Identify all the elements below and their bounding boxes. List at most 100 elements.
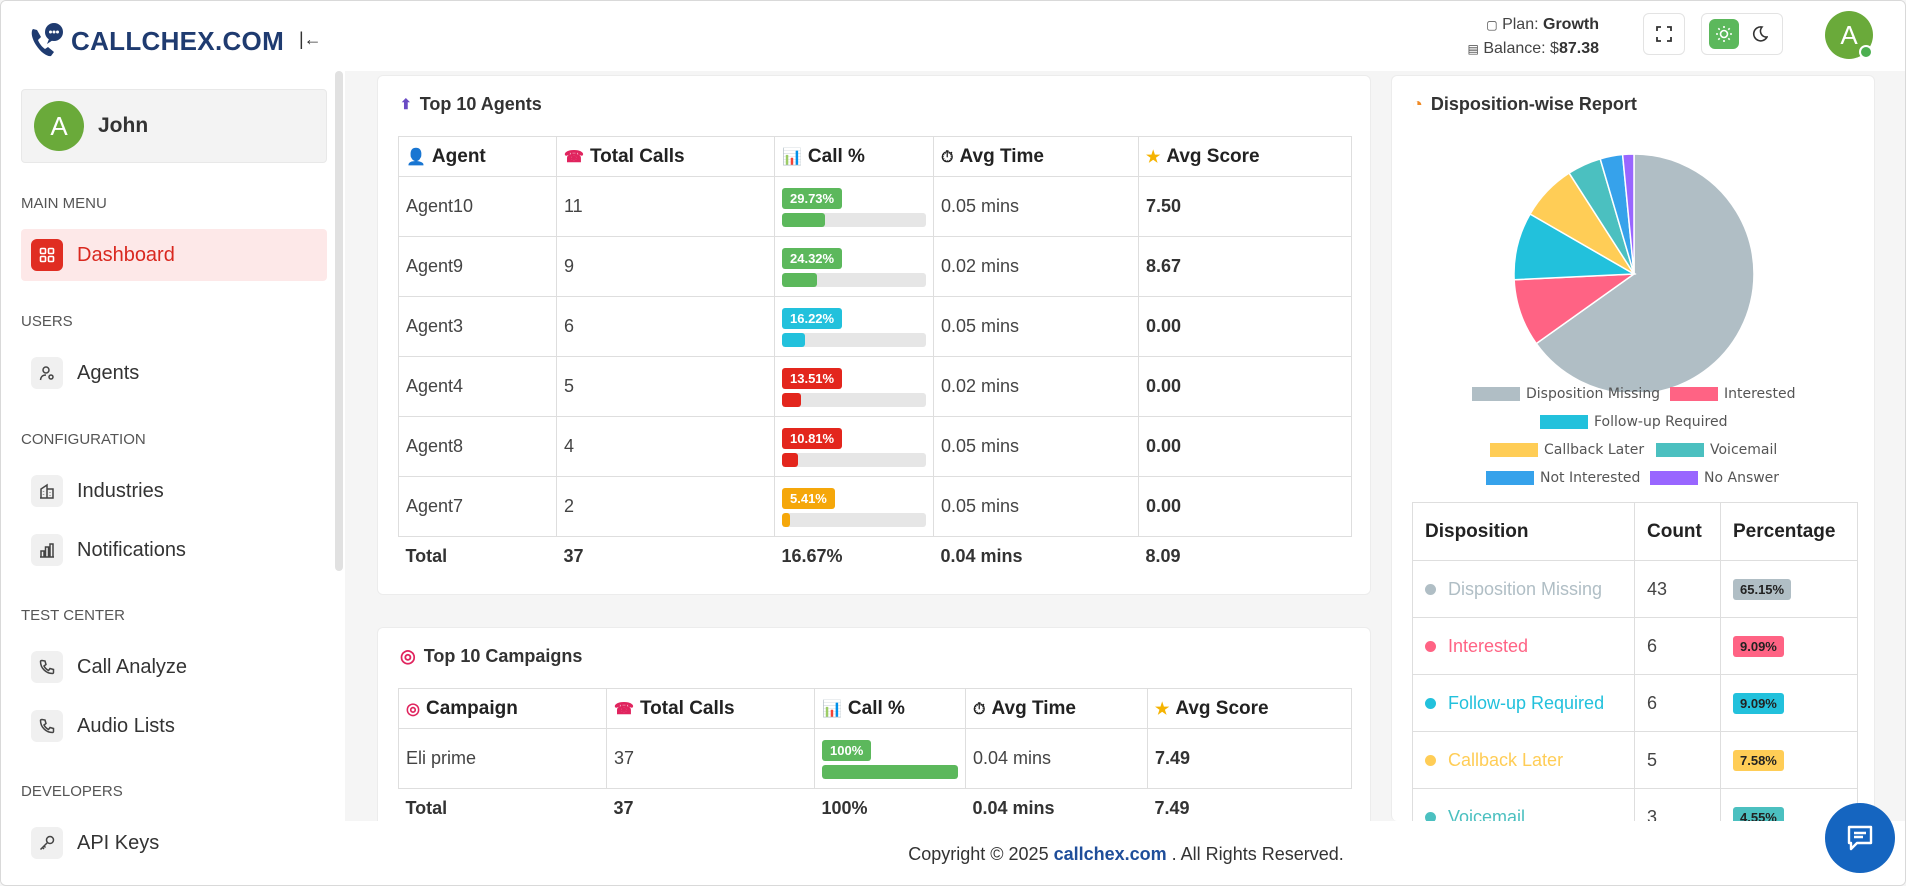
column-header[interactable]: ☎ Total Calls xyxy=(556,136,775,177)
sidebar-item-label: API Keys xyxy=(77,831,160,854)
column-header[interactable]: 📊 Call % xyxy=(774,136,934,177)
light-mode-button[interactable] xyxy=(1709,19,1739,49)
phone-icon xyxy=(31,651,63,683)
legend-item[interactable]: No Answer xyxy=(1650,470,1779,486)
pct-badge: 9.09% xyxy=(1733,636,1784,657)
percentage-cell: 65.15% xyxy=(1720,560,1858,618)
column-header[interactable]: Disposition xyxy=(1412,502,1635,561)
sidebar-item-label: Notifications xyxy=(77,538,186,561)
disposition-pie-chart xyxy=(1513,153,1755,392)
stopwatch-icon: ⏱ xyxy=(941,148,954,166)
sidebar-scrollbar[interactable] xyxy=(335,71,343,571)
progress-track xyxy=(782,332,926,347)
total-label: Total xyxy=(405,546,448,567)
avg-time: 0.05 mins xyxy=(933,176,1139,237)
pie-slice-disposition-missing[interactable] xyxy=(1535,153,1755,392)
legend-item[interactable]: Disposition Missing xyxy=(1472,386,1660,402)
disposition-name: Voicemail xyxy=(1448,806,1526,822)
pct-badge: 29.73% xyxy=(782,187,843,209)
balance-currency: $ xyxy=(1550,40,1559,57)
legend-swatch xyxy=(1490,443,1538,457)
column-header[interactable]: 👤 Agent xyxy=(398,136,557,177)
star-icon: ★ xyxy=(1146,148,1161,166)
call-pct-cell: 16.22% xyxy=(774,296,934,357)
avg-time: 0.05 mins xyxy=(933,296,1139,357)
column-header[interactable]: ⏱ Avg Time xyxy=(933,136,1139,177)
user-gear-icon xyxy=(31,357,63,389)
balance-label: Balance: xyxy=(1483,40,1546,57)
legend-item[interactable]: Callback Later xyxy=(1490,442,1644,458)
column-header[interactable]: ★ Avg Score xyxy=(1138,136,1352,177)
table-row: Agent8 4 10.81% 0.05 mins 0.00 xyxy=(398,416,1352,477)
chart-icon: 📊 xyxy=(822,700,842,718)
column-header[interactable]: 📊 Call % xyxy=(814,688,966,729)
progress-fill xyxy=(782,212,825,227)
collapse-sidebar-icon[interactable]: |← xyxy=(299,29,322,49)
pct-badge: 9.09% xyxy=(1733,693,1784,714)
online-status-dot xyxy=(1859,45,1873,59)
pct-badge: 24.32% xyxy=(782,247,843,269)
percentage-cell: 7.58% xyxy=(1720,731,1858,789)
sidebar-item-dashboard[interactable]: Dashboard xyxy=(21,229,327,281)
sidebar-item-api-keys[interactable]: API Keys xyxy=(21,817,327,869)
column-header[interactable]: ☎ Total Calls xyxy=(606,688,815,729)
agent-name: Agent9 xyxy=(398,236,557,297)
moon-icon xyxy=(1752,26,1768,42)
column-header[interactable]: Percentage xyxy=(1720,502,1858,561)
agents-table: 👤 Agent ☎ Total Calls 📊 Call % ⏱ Avg Time ★ A… xyxy=(398,136,1352,577)
legend-item[interactable]: Interested xyxy=(1670,386,1795,402)
table-row: Agent9 9 24.32% 0.02 mins 8.67 xyxy=(398,236,1352,297)
sidebar-user-card[interactable]: A John xyxy=(21,89,327,163)
avg-time: 0.02 mins xyxy=(933,236,1139,297)
brand-logo[interactable]: CALLCHEX.COM xyxy=(27,21,284,61)
phone-chat-icon xyxy=(31,23,63,57)
legend-item[interactable]: Follow-up Required xyxy=(1540,414,1728,430)
top-icon: ⬆ xyxy=(400,96,412,112)
sidebar-item-notifications[interactable]: Notifications xyxy=(21,524,327,576)
footer-link[interactable]: callchex.com xyxy=(1053,844,1167,864)
sidebar-item-call-analyze[interactable]: Call Analyze xyxy=(21,641,327,693)
total-row: Total 37 100% 0.04 mins 7.49 xyxy=(399,789,1352,829)
sidebar-item-audio-lists[interactable]: Audio Lists xyxy=(21,700,327,752)
progress-track xyxy=(782,212,926,227)
fullscreen-button[interactable] xyxy=(1643,13,1685,55)
section-test-center: TEST CENTER xyxy=(21,607,125,624)
legend-item[interactable]: Not Interested xyxy=(1486,470,1640,486)
theme-toggle xyxy=(1701,13,1783,55)
pct-badge: 4.55% xyxy=(1733,807,1784,821)
avg-time: 0.02 mins xyxy=(933,356,1139,417)
column-header[interactable]: Count xyxy=(1634,502,1721,561)
call-pct-cell: 24.32% xyxy=(774,236,934,297)
disposition-name: Disposition Missing xyxy=(1448,578,1603,599)
agent-icon: 👤 xyxy=(406,148,426,166)
fullscreen-icon xyxy=(1656,26,1672,42)
total-score: 7.49 xyxy=(1154,798,1190,819)
sidebar-item-agents[interactable]: Agents xyxy=(21,347,327,399)
status-dot xyxy=(1425,584,1436,596)
column-header[interactable]: ⏱ Avg Time xyxy=(965,688,1148,729)
legend-swatch xyxy=(1540,415,1588,429)
dark-mode-button[interactable] xyxy=(1745,19,1775,49)
total-pct: 100% xyxy=(821,798,868,819)
top-campaigns-card: ◎ Top 10 Campaigns ◎ Campaign ☎ Total Call… xyxy=(377,627,1371,827)
pie-slice-no-answer[interactable] xyxy=(1621,153,1635,275)
chart-icon: 📊 xyxy=(782,148,802,166)
disposition-count: 5 xyxy=(1634,731,1721,789)
column-header[interactable]: ★ Avg Score xyxy=(1147,688,1352,729)
table-row: Agent3 6 16.22% 0.05 mins 0.00 xyxy=(398,296,1352,357)
disposition-cell: Callback Later xyxy=(1412,731,1635,789)
progress-track xyxy=(782,272,926,287)
card-title: ◎ Top 10 Campaigns xyxy=(400,646,583,666)
disposition-count: 3 xyxy=(1634,788,1721,821)
chat-support-button[interactable] xyxy=(1825,803,1895,873)
total-score: 8.09 xyxy=(1145,546,1181,567)
column-header[interactable]: ◎ Campaign xyxy=(398,688,607,729)
brand-name: CALLCHEX.COM xyxy=(71,25,285,56)
section-main-menu: MAIN MENU xyxy=(21,195,107,212)
balance-value: 87.38 xyxy=(1558,40,1599,57)
avg-score: 0.00 xyxy=(1138,416,1352,477)
avg-score: 0.00 xyxy=(1138,356,1352,417)
sidebar-item-industries[interactable]: Industries xyxy=(21,465,327,517)
legend-item[interactable]: Voicemail xyxy=(1656,442,1777,458)
disposition-cell: Interested xyxy=(1412,617,1635,675)
